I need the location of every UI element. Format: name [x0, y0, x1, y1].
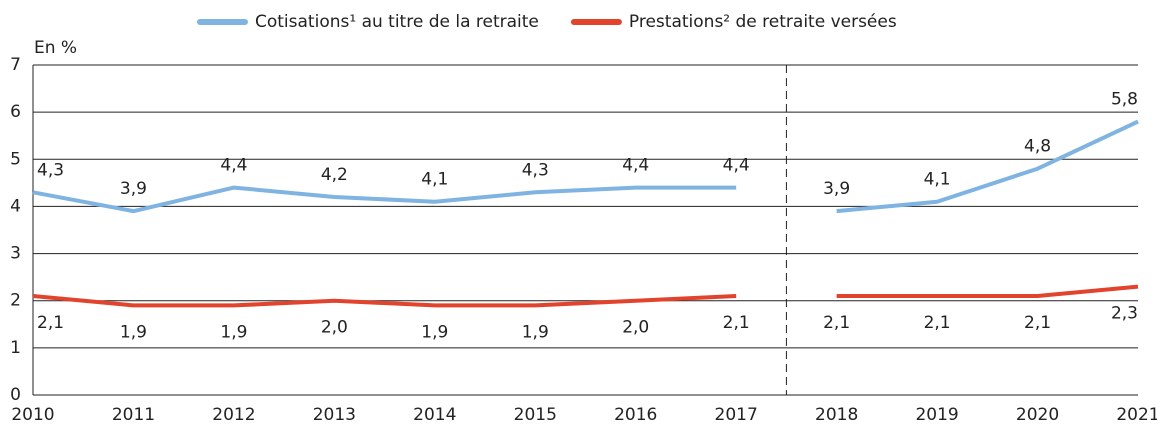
data-label: 2,1	[723, 313, 750, 333]
data-label: 1,9	[421, 322, 448, 342]
series-line	[836, 284, 1139, 298]
x-tick-label: 2015	[514, 405, 557, 425]
y-tick-label: 3	[10, 244, 21, 264]
x-tick-label: 2011	[112, 405, 155, 425]
data-label: 1,9	[220, 322, 247, 342]
x-tick-label: 2017	[715, 405, 758, 425]
data-label: 4,4	[723, 156, 750, 176]
legend-label: Cotisations¹ au titre de la retraite	[255, 12, 539, 32]
y-axis-label: En %	[34, 38, 77, 58]
data-label: 2,1	[1024, 313, 1051, 333]
y-tick-label: 5	[10, 149, 21, 169]
x-tick-label: 2021	[1116, 405, 1157, 425]
y-tick-label: 0	[10, 385, 21, 405]
series-line	[32, 185, 737, 214]
series-line	[32, 294, 737, 308]
data-label: 2,0	[321, 318, 348, 338]
x-tick-label: 2014	[413, 405, 456, 425]
y-tick-label: 6	[10, 102, 21, 122]
data-label: 1,9	[522, 322, 549, 342]
data-label: 5,8	[1111, 90, 1138, 110]
series-line	[836, 119, 1139, 214]
legend-label: Prestations² de retraite versées	[629, 12, 897, 32]
data-label: 4,8	[1024, 137, 1051, 157]
data-label: 2,1	[823, 313, 850, 333]
data-label: 2,1	[37, 313, 64, 333]
x-tick-label: 2010	[11, 405, 54, 425]
x-tick-label: 2016	[614, 405, 657, 425]
x-tick-label: 2020	[1016, 405, 1059, 425]
data-label: 4,1	[924, 170, 951, 190]
data-label: 2,1	[924, 313, 951, 333]
data-label: 4,2	[321, 165, 348, 185]
y-tick-label: 7	[10, 55, 21, 75]
data-label: 3,9	[823, 179, 850, 199]
data-label: 3,9	[120, 179, 147, 199]
data-label: 4,4	[220, 156, 247, 176]
x-tick-label: 2013	[313, 405, 356, 425]
data-label: 1,9	[120, 322, 147, 342]
y-tick-label: 2	[10, 291, 21, 311]
y-tick-label: 4	[10, 196, 21, 216]
data-label: 4,4	[622, 156, 649, 176]
data-label: 2,3	[1111, 304, 1138, 324]
data-label: 4,3	[522, 160, 549, 180]
x-tick-label: 2012	[212, 405, 255, 425]
x-tick-label: 2018	[815, 405, 858, 425]
x-tick-label: 2019	[915, 405, 958, 425]
data-label: 4,3	[37, 160, 64, 180]
data-label: 2,0	[622, 318, 649, 338]
y-tick-label: 1	[10, 338, 21, 358]
data-label: 4,1	[421, 170, 448, 190]
